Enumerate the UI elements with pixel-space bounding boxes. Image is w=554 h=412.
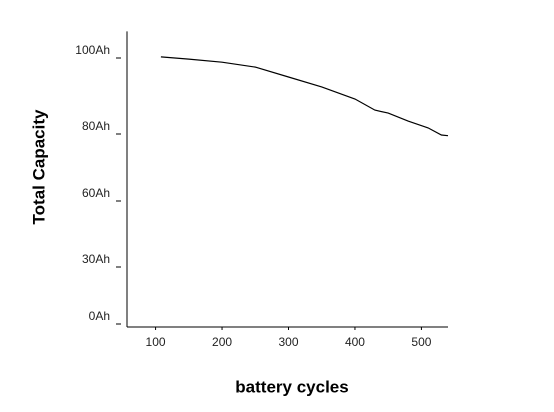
x-tick-label: 200	[212, 335, 232, 349]
y-tick-label: 80Ah	[82, 119, 110, 133]
y-tick-label: 30Ah	[82, 252, 110, 266]
x-tick-label: 400	[345, 335, 365, 349]
data-line	[160, 56, 449, 137]
x-tick-label: 100	[146, 335, 166, 349]
x-tick-label: 500	[411, 335, 431, 349]
y-tick-label: 100Ah	[75, 43, 110, 57]
x-tick-label: 300	[278, 335, 298, 349]
x-axis-title: battery cycles	[235, 377, 348, 396]
y-tick-label: 0Ah	[89, 309, 110, 323]
y-tick-label: 60Ah	[82, 186, 110, 200]
y-axis-title: Total Capacity	[29, 109, 48, 224]
